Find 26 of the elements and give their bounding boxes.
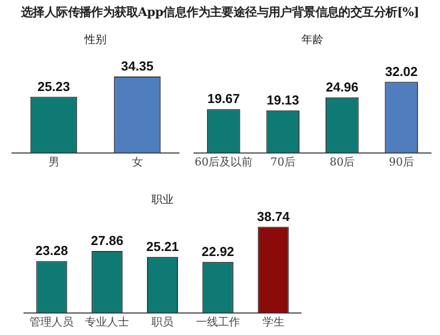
x-tick-label: 专业人士 — [85, 315, 130, 328]
x-tick-label: 90后 — [388, 155, 414, 168]
x-tick-label: 一线工作 — [196, 315, 240, 328]
data-label: 34.35 — [120, 58, 154, 74]
x-tick-label: 女 — [132, 155, 143, 168]
x-tick-label: 70后 — [270, 155, 296, 168]
x-tick-label: 职员 — [152, 315, 174, 328]
data-label: 25.23 — [37, 78, 70, 94]
chart-title: 年龄 — [300, 32, 324, 46]
data-label: 19.13 — [266, 92, 300, 108]
x-tick-label: 管理人员 — [30, 315, 74, 328]
data-label: 32.02 — [385, 64, 418, 79]
data-label: 25.21 — [146, 238, 179, 254]
chart-subtitle: 性别 — [83, 32, 108, 46]
data-label: 38.74 — [257, 208, 290, 224]
x-tick-label: 学生 — [262, 315, 284, 328]
data-label: 23.28 — [35, 243, 68, 258]
data-label: 27.86 — [90, 233, 124, 248]
x-tick-label: 80后 — [330, 155, 355, 168]
x-tick-label: 60后及以前 — [194, 155, 253, 168]
data-label: 19.67 — [207, 91, 240, 106]
x-tick-label: 男 — [48, 155, 60, 168]
data-label: 24.96 — [326, 79, 358, 94]
data-label: 22.92 — [202, 244, 234, 259]
chart-title: 职业 — [150, 192, 174, 206]
text: 选择人际传播作为获取App信息作为主要途径与用户背景信息的交互分析[%] — [20, 4, 420, 21]
